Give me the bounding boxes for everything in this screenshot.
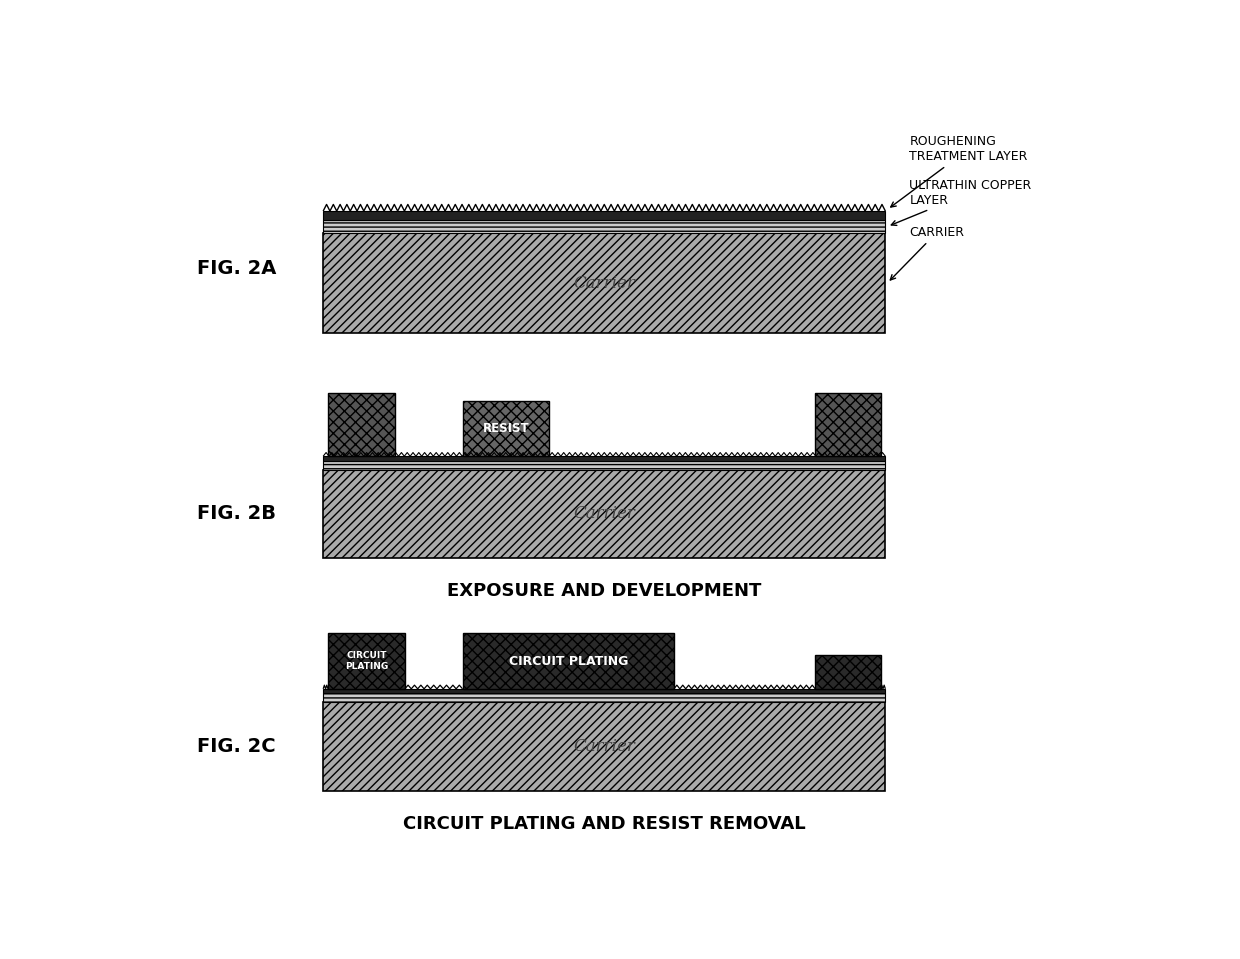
Bar	[815, 654, 880, 689]
Text: CIRCUIT PLATING: CIRCUIT PLATING	[508, 655, 627, 667]
Text: ROUGHENING
TREATMENT LAYER: ROUGHENING TREATMENT LAYER	[890, 135, 1028, 207]
Text: FIG. 2B: FIG. 2B	[197, 504, 277, 524]
Bar	[327, 634, 404, 689]
Text: Carrier: Carrier	[573, 274, 635, 292]
Bar	[324, 233, 885, 333]
Text: FIG. 2C: FIG. 2C	[197, 737, 277, 756]
Bar	[324, 456, 885, 460]
Bar	[815, 393, 880, 456]
Text: EXPOSURE AND DEVELOPMENT: EXPOSURE AND DEVELOPMENT	[448, 582, 761, 600]
Text: ULTRATHIN COPPER
LAYER: ULTRATHIN COPPER LAYER	[892, 178, 1032, 225]
Bar	[463, 634, 675, 689]
Text: Carrier: Carrier	[573, 505, 635, 523]
Bar	[327, 393, 396, 456]
Bar	[324, 211, 885, 220]
Bar	[324, 220, 885, 233]
Bar	[324, 693, 885, 702]
Bar	[324, 689, 885, 693]
Text: CIRCUIT
PLATING: CIRCUIT PLATING	[345, 651, 388, 671]
Text: CARRIER: CARRIER	[890, 226, 965, 280]
Text: FIG. 2A: FIG. 2A	[197, 259, 277, 278]
Bar	[324, 702, 885, 791]
Text: Carrier: Carrier	[573, 737, 635, 755]
Text: RESIST: RESIST	[482, 422, 529, 435]
Bar	[324, 460, 885, 470]
Text: CIRCUIT PLATING AND RESIST REMOVAL: CIRCUIT PLATING AND RESIST REMOVAL	[403, 815, 806, 833]
Bar	[324, 470, 885, 558]
Bar	[463, 401, 549, 456]
